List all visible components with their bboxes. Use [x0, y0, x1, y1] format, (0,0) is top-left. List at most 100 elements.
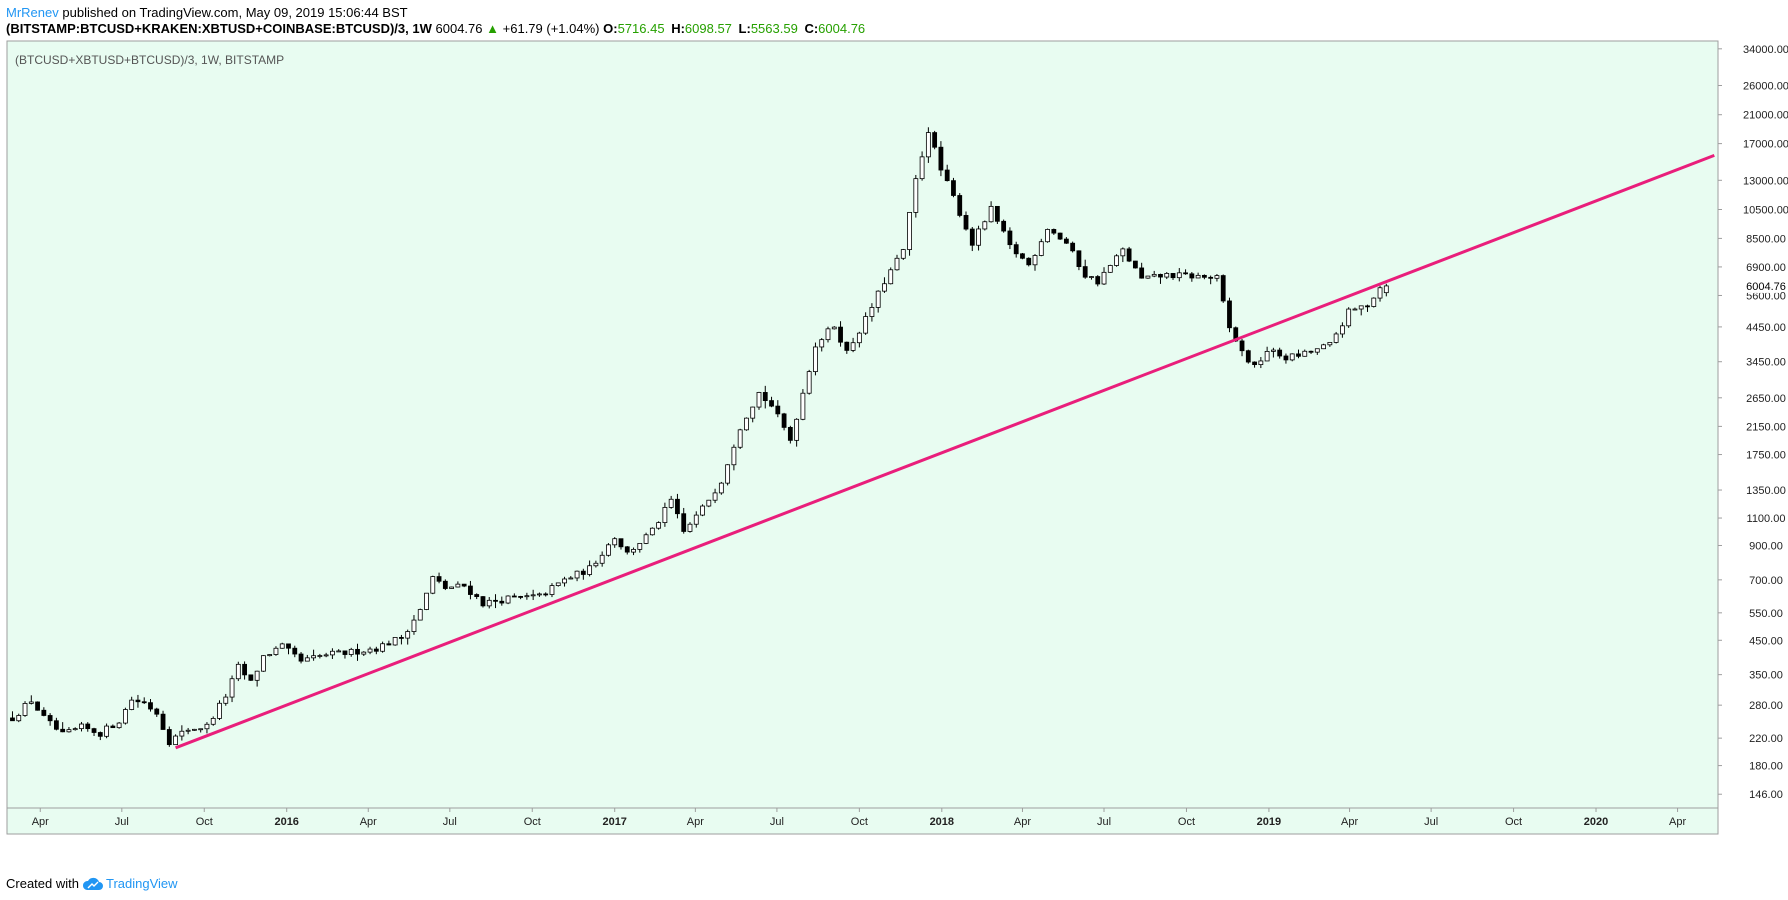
- candle-up: [217, 702, 222, 719]
- candle-up: [267, 654, 273, 657]
- candle-down: [938, 146, 944, 171]
- price-tick-label: 8500.00: [1746, 233, 1786, 245]
- candle-up: [587, 565, 593, 575]
- symbol-name: (BITSTAMP:BTCUSD+KRAKEN:XBTUSD+COINBASE:…: [6, 21, 432, 36]
- price-axis[interactable]: 34000.00 26000.00 21000.00 17000.00 13000.00…: [1717, 41, 1788, 834]
- price-tick-label: 34000.00: [1743, 44, 1788, 56]
- candle-up: [192, 728, 197, 731]
- candle-up: [273, 647, 279, 655]
- candle-down: [373, 648, 379, 652]
- candle-down: [1183, 272, 1188, 275]
- candle-up: [612, 538, 618, 546]
- candle-up: [304, 657, 310, 662]
- candle-up: [894, 257, 900, 271]
- candle-down: [1126, 248, 1132, 262]
- candle-down: [769, 400, 774, 407]
- candle-down: [148, 702, 153, 710]
- price-tick-label: 350.00: [1749, 670, 1783, 682]
- close-value: 6004.76: [818, 21, 866, 36]
- candle-down: [135, 699, 141, 703]
- candle-down: [1070, 242, 1076, 252]
- candle-up: [800, 392, 806, 420]
- candle-up: [907, 211, 912, 250]
- author-link[interactable]: MrRenev: [6, 5, 59, 20]
- low-key: L:: [738, 21, 751, 36]
- candle-down: [1095, 276, 1101, 285]
- price-tick-label: 220.00: [1749, 733, 1783, 745]
- price-tick-label: 180.00: [1749, 761, 1783, 773]
- published-text: published on TradingView.com, May 09, 20…: [62, 5, 408, 20]
- price-tick-label: 13000.00: [1743, 175, 1788, 187]
- candle-down: [775, 405, 781, 415]
- candle-up: [79, 723, 84, 730]
- candle-down: [1063, 238, 1069, 244]
- candle-up: [261, 655, 266, 672]
- candle-down: [518, 596, 524, 598]
- price-tick-label: 1750.00: [1746, 450, 1786, 462]
- price-tick-label: 4450.00: [1746, 322, 1786, 334]
- candle-up: [825, 328, 831, 341]
- candle-up: [505, 595, 511, 604]
- candle-up: [1145, 275, 1151, 279]
- candlestick-chart[interactable]: (BTCUSD+XBTUSD+BTCUSD)/3, 1W, BITSTAMP 3…: [0, 0, 1788, 870]
- time-tick-label: Oct: [524, 816, 541, 828]
- time-tick-label: Apr: [1669, 816, 1686, 828]
- candle-down: [154, 708, 160, 715]
- trendline[interactable]: [175, 153, 1715, 750]
- candle-up: [1107, 265, 1113, 273]
- high-value: 6098.57: [684, 21, 732, 36]
- price-tick-label: 1100.00: [1747, 513, 1786, 525]
- candle-up: [925, 132, 931, 158]
- candle-up: [411, 619, 417, 632]
- candle-down: [47, 715, 53, 722]
- candle-up: [330, 650, 335, 656]
- price-tick-label: 450.00: [1749, 635, 1783, 647]
- price-tick-label: 146.00: [1749, 789, 1783, 801]
- time-axis[interactable]: Apr Jul Oct 2016 Apr Jul Oct 2017 Apr Jul Oct 2018 A…: [7, 807, 1718, 828]
- candle-up: [1302, 350, 1308, 357]
- candle-down: [60, 728, 66, 733]
- price-tick-label: 2150.00: [1746, 421, 1786, 433]
- candle-down: [399, 637, 404, 639]
- candle-down: [1365, 305, 1370, 308]
- candle-up: [718, 482, 724, 494]
- candle-down: [994, 205, 1000, 222]
- candle-down: [1308, 350, 1314, 353]
- candle-up: [486, 599, 492, 607]
- footer: Created with TradingView: [6, 875, 178, 893]
- candle-down: [1252, 361, 1257, 366]
- candle-up: [725, 464, 731, 484]
- price-tick-label: 700.00: [1749, 575, 1783, 587]
- price-tick-label: 17000.00: [1743, 139, 1788, 151]
- last-price-box: [1719, 278, 1781, 293]
- candle-up: [744, 417, 749, 431]
- candle-up: [656, 522, 662, 529]
- candle-up: [179, 730, 185, 737]
- candle-down: [298, 653, 304, 662]
- price-tick-label: 21000.00: [1743, 110, 1788, 122]
- time-tick-label: 2018: [930, 816, 954, 828]
- last-price-label: 6004.76: [1746, 281, 1786, 293]
- candle-up: [662, 507, 668, 524]
- candle-down: [963, 215, 969, 230]
- cloud-icon: [82, 877, 103, 890]
- candle-down: [1296, 353, 1301, 357]
- price-tick-label: 10500.00: [1743, 205, 1788, 217]
- symbol-info: (BITSTAMP:BTCUSD+KRAKEN:XBTUSD+COINBASE:…: [6, 21, 868, 37]
- candle-down: [969, 228, 975, 246]
- price-tick-label: 5600.00: [1746, 290, 1786, 302]
- candle-up: [913, 178, 919, 213]
- candle-down: [844, 341, 850, 351]
- time-tick-label: Apr: [1341, 816, 1358, 828]
- candle-up: [317, 655, 323, 657]
- candle-down: [1239, 340, 1245, 352]
- candle-down: [932, 132, 938, 148]
- time-tick-label: Jul: [1097, 816, 1111, 828]
- candle-down: [675, 498, 680, 515]
- candle-up: [361, 651, 367, 655]
- candle-up: [1333, 333, 1339, 343]
- tradingview-logo[interactable]: TradingView: [82, 875, 178, 893]
- candle-up: [813, 346, 818, 373]
- candle-up: [875, 290, 881, 308]
- candle-down: [97, 732, 103, 737]
